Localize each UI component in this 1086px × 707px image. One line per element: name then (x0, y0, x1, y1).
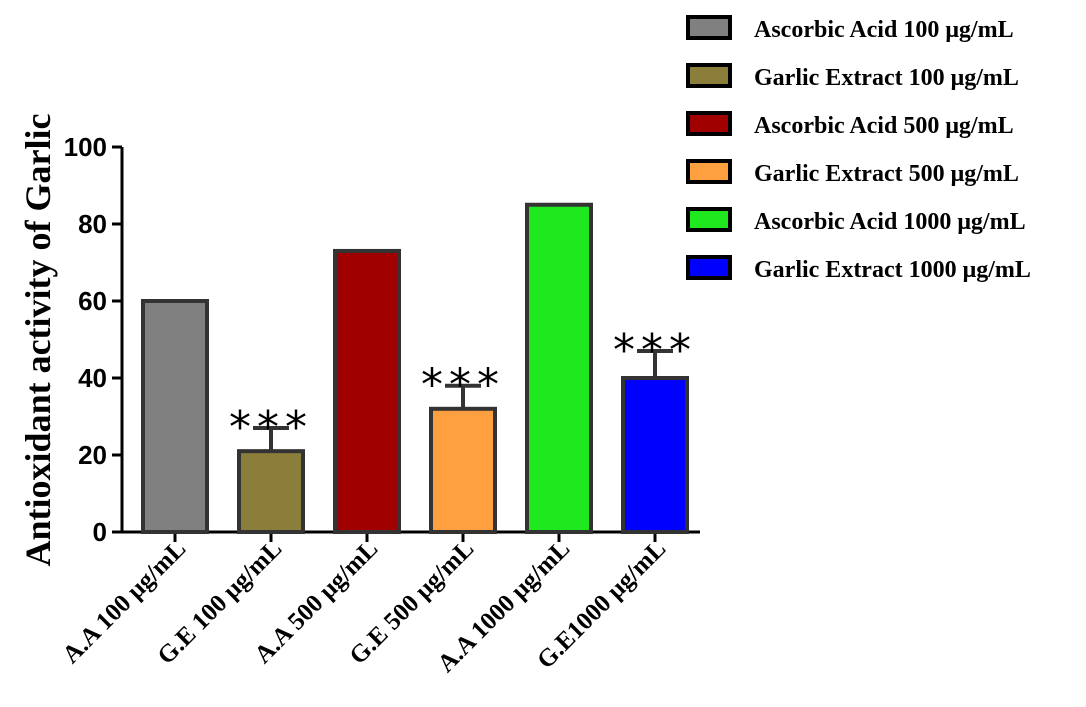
legend-swatch (686, 207, 732, 232)
bar (525, 202, 593, 534)
y-tick-label: 0 (93, 517, 107, 547)
error-bars-group (253, 349, 673, 452)
bars-group (141, 202, 689, 534)
category-labels-group: A.A 100 μg/mLG.E 100 μg/mLA.A 500 μg/mLG… (58, 535, 672, 678)
y-axis-label: Antioxidant activity of Garlic (18, 114, 58, 567)
legend-swatch (686, 15, 732, 40)
bar (237, 449, 305, 534)
legend-swatch (686, 63, 732, 88)
legend-swatch (686, 255, 732, 280)
legend-label: Garlic Extract 1000 μg/mL (754, 257, 1031, 283)
y-tick-label: 20 (78, 440, 107, 470)
y-tick-label: 60 (78, 286, 107, 316)
legend-label: Garlic Extract 500 μg/mL (754, 161, 1019, 187)
y-tick-label: 80 (78, 209, 107, 239)
significance-marker: *** (421, 360, 505, 411)
y-tick-label: 40 (78, 363, 107, 393)
significance-marker: *** (613, 325, 697, 376)
significance-marker: *** (229, 402, 313, 453)
bar (141, 299, 209, 534)
legend-swatch (686, 111, 732, 136)
bar (429, 406, 497, 534)
y-axis: 0 20 40 60 80 100 (64, 132, 124, 547)
legend-label: Garlic Extract 100 μg/mL (754, 65, 1019, 91)
bar (621, 376, 689, 534)
y-tick-label: 100 (64, 132, 107, 162)
legend-label: Ascorbic Acid 500 μg/mL (754, 113, 1014, 139)
legend: Ascorbic Acid 100 μg/mL Garlic Extract 10… (686, 15, 1031, 283)
significance-markers-group: *** *** *** (229, 325, 697, 453)
legend-label: Ascorbic Acid 100 μg/mL (754, 17, 1014, 43)
legend-label: Ascorbic Acid 1000 μg/mL (754, 209, 1026, 235)
bar (333, 248, 401, 534)
legend-swatch (686, 159, 732, 184)
